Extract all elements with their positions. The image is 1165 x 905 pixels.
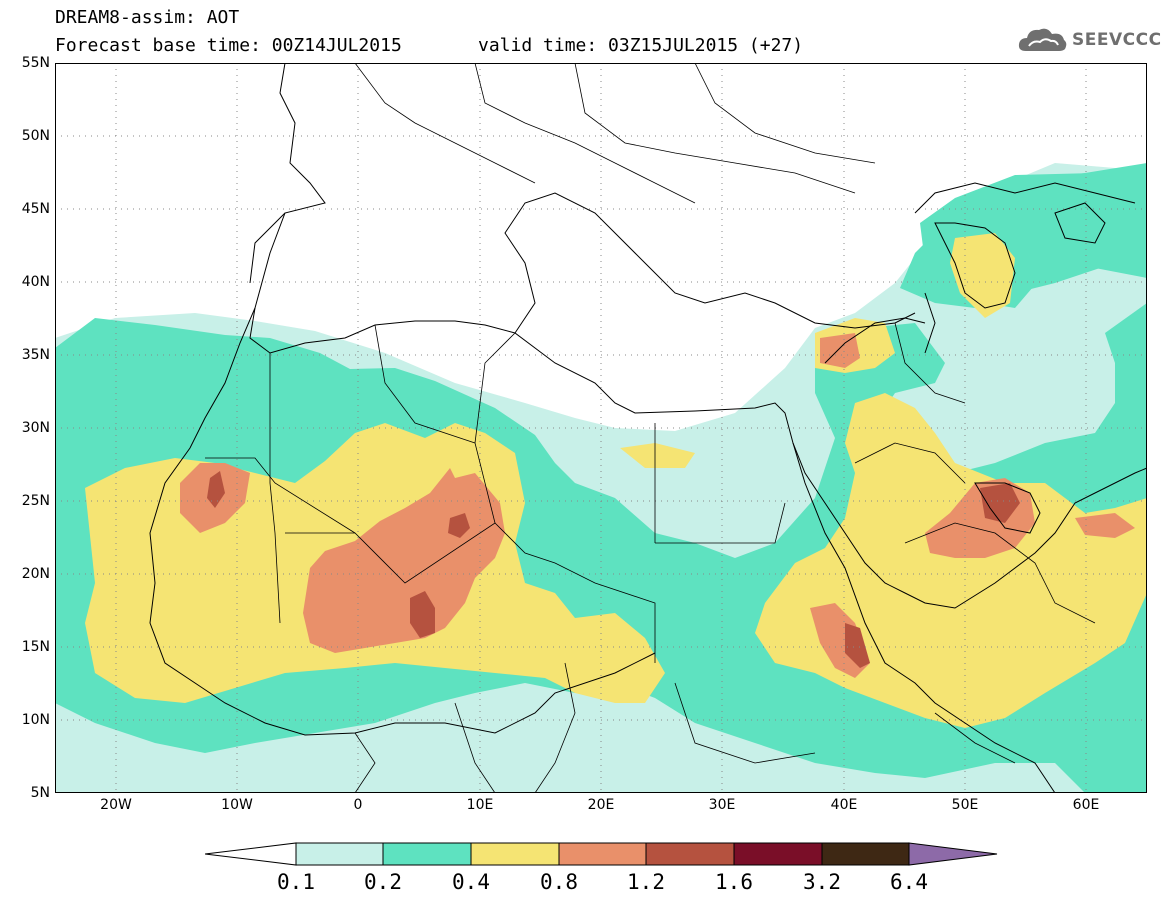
colorbar-label-0.1: 0.1 <box>277 870 315 894</box>
lon-label-0: 0 <box>353 797 363 813</box>
map-canvas <box>55 63 1147 793</box>
country-borders <box>205 63 1096 793</box>
aot-map <box>55 63 1147 793</box>
logo-text: SEEVCCC <box>1072 30 1162 50</box>
lon-label-20w: 20W <box>100 797 132 813</box>
lon-label-20e: 20E <box>587 797 615 813</box>
lon-label-40e: 40E <box>830 797 858 813</box>
cloud-icon <box>1018 28 1067 51</box>
aot-band-1.2 <box>207 471 1020 668</box>
lon-label-60e: 60E <box>1072 797 1100 813</box>
colorbar-label-6.4: 6.4 <box>890 870 928 894</box>
colorbar-label-3.2: 3.2 <box>803 870 841 894</box>
colorbar-bin-1.6 <box>733 842 823 866</box>
lat-label-45n: 45N <box>21 201 50 217</box>
chart-title: DREAM8-assim: AOT <box>55 7 240 28</box>
lat-label-20n: 20N <box>21 566 50 582</box>
colorbar-bin-0.8 <box>558 842 647 866</box>
lon-label-10w: 10W <box>221 797 253 813</box>
lat-label-55n: 55N <box>21 55 50 71</box>
forecast-base-time: Forecast base time: 00Z14JUL2015 <box>55 35 402 56</box>
colorbar-under-arrow <box>205 842 297 866</box>
graticule <box>55 63 1147 793</box>
lat-label-30n: 30N <box>21 420 50 436</box>
lat-label-50n: 50N <box>21 128 50 144</box>
colorbar-label-0.2: 0.2 <box>364 870 402 894</box>
coastlines <box>149 63 1147 793</box>
colorbar-label-1.6: 1.6 <box>715 870 753 894</box>
valid-time: valid time: 03Z15JUL2015 (+27) <box>478 35 804 56</box>
lat-label-10n: 10N <box>21 712 50 728</box>
lat-label-35n: 35N <box>21 347 50 363</box>
lat-label-40n: 40N <box>21 274 50 290</box>
colorbar-label-1.2: 1.2 <box>627 870 665 894</box>
lat-label-15n: 15N <box>21 639 50 655</box>
colorbar-bin-0.4 <box>470 842 560 866</box>
colorbar-bin-0.2 <box>382 842 472 866</box>
colorbar-bin-0.1 <box>295 842 384 866</box>
colorbar-bin-3.2 <box>821 842 910 866</box>
lat-label-5n: 5N <box>30 785 50 801</box>
lon-label-10e: 10E <box>466 797 494 813</box>
colorbar-label-0.4: 0.4 <box>452 870 490 894</box>
lat-label-25n: 25N <box>21 493 50 509</box>
colorbar-over-arrow <box>908 842 998 866</box>
lon-label-30e: 30E <box>708 797 736 813</box>
colorbar <box>205 842 998 866</box>
logo: SEEVCCC <box>1018 24 1162 56</box>
colorbar-label-0.8: 0.8 <box>540 870 578 894</box>
colorbar-bin-1.2 <box>645 842 735 866</box>
lon-label-50e: 50E <box>951 797 979 813</box>
